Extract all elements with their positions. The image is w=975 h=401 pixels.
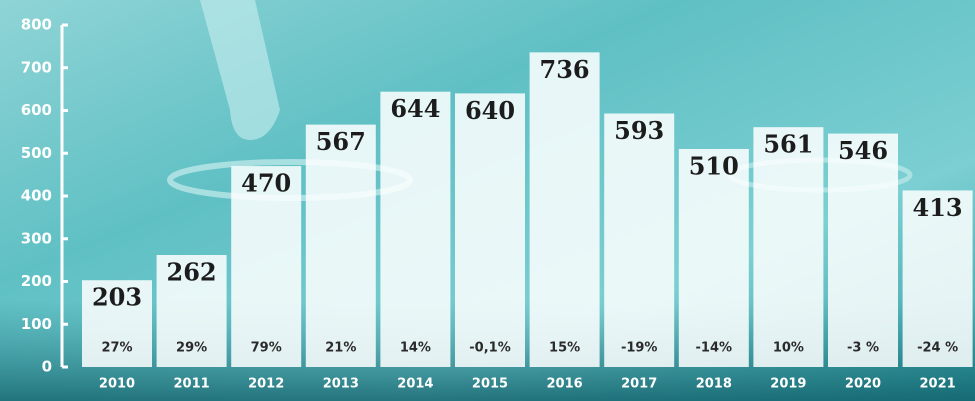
growth-label: 79% [251, 341, 282, 356]
bar [828, 134, 898, 367]
value-label: 203 [92, 283, 142, 312]
growth-label: -14% [696, 341, 733, 356]
growth-label: 14% [400, 341, 431, 356]
growth-label: 21% [325, 341, 356, 356]
y-tick-label: 500 [21, 144, 52, 162]
x-tick-label: 2020 [845, 377, 881, 392]
y-tick-label: 400 [21, 187, 52, 205]
y-tick-label: 100 [21, 315, 52, 333]
y-tick-label: 0 [42, 358, 52, 376]
growth-label: -24 % [917, 341, 958, 356]
growth-label: -0,1% [469, 341, 510, 356]
x-tick-label: 2012 [248, 377, 284, 392]
growth-label: 29% [176, 341, 207, 356]
x-tick-label: 2014 [397, 377, 433, 392]
y-tick-label: 200 [21, 272, 52, 290]
y-tick-label: 600 [21, 101, 52, 119]
x-tick-label: 2018 [696, 377, 732, 392]
growth-label: 27% [101, 341, 132, 356]
growth-label: -3 % [847, 341, 879, 356]
x-tick-label: 2017 [621, 377, 657, 392]
growth-label: 15% [549, 341, 580, 356]
bar [679, 149, 749, 367]
x-tick-label: 2011 [174, 377, 210, 392]
value-label: 640 [465, 96, 515, 125]
bar [380, 92, 450, 367]
x-tick-label: 2019 [770, 377, 806, 392]
bar [455, 93, 525, 367]
x-tick-label: 2015 [472, 377, 508, 392]
value-label: 546 [838, 136, 888, 165]
x-tick-label: 2016 [547, 377, 583, 392]
y-tick-label: 800 [21, 16, 52, 34]
bar [753, 127, 823, 367]
value-label: 593 [614, 116, 664, 145]
bar [604, 113, 674, 367]
value-label: 262 [167, 257, 217, 286]
growth-label: 10% [773, 341, 804, 356]
bar [306, 125, 376, 367]
value-label: 644 [390, 94, 440, 123]
value-label: 561 [763, 130, 813, 159]
value-label: 736 [540, 55, 590, 84]
value-label: 413 [913, 193, 963, 222]
page: 0 100 200 300 400 500 600 700 800 203 27% 2010 262 29… [0, 0, 975, 401]
x-tick-label: 2021 [920, 377, 956, 392]
value-label: 470 [241, 169, 291, 198]
y-tick-label: 700 [21, 58, 52, 76]
value-label: 510 [689, 151, 739, 180]
chart: 0 100 200 300 400 500 600 700 800 203 27% 2010 262 29… [0, 0, 975, 401]
value-label: 567 [316, 127, 366, 156]
bar [530, 52, 600, 367]
growth-label: -19% [621, 341, 658, 356]
x-tick-label: 2013 [323, 377, 359, 392]
x-tick-label: 2010 [99, 377, 135, 392]
y-tick-label: 300 [21, 229, 52, 247]
